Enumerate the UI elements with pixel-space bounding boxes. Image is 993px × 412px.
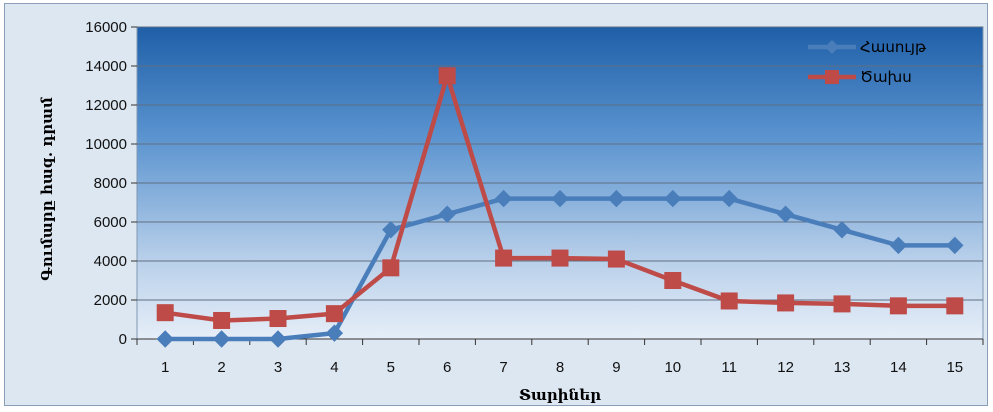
data-point-square (213, 311, 231, 329)
x-tick-label: 3 (274, 359, 282, 376)
legend-item: Ծախս (808, 68, 912, 86)
data-point-diamond (212, 330, 231, 348)
y-tick-label: 8000 (94, 175, 127, 192)
x-tick-label: 9 (612, 359, 620, 376)
data-point-square (889, 297, 907, 315)
x-tick-label: 5 (387, 359, 395, 376)
x-tick-label: 4 (330, 359, 338, 376)
data-point-square (551, 249, 569, 267)
data-point-square (269, 310, 287, 328)
series-2 (156, 67, 964, 329)
y-tick-label: 10000 (85, 136, 127, 153)
x-tick-label: 8 (556, 359, 564, 376)
data-point-diamond (438, 205, 456, 223)
x-tick-label: 1 (161, 359, 169, 376)
data-point-square (777, 294, 795, 312)
y-tick-label: 14000 (85, 58, 127, 75)
data-point-square (664, 272, 682, 289)
x-tick-label: 14 (890, 359, 907, 376)
y-axis-title: Գումարը հազ. դրամ (38, 97, 56, 281)
x-axis-title: Տարիներ (519, 386, 601, 404)
data-point-square (495, 249, 513, 267)
series-1 (156, 189, 964, 348)
legend-marker-square (825, 70, 839, 84)
y-tick-label: 16000 (85, 19, 127, 36)
legend: Հասույթ Ծախս (808, 38, 927, 86)
legend-item: Հասույթ (808, 38, 927, 56)
x-tick-label: 15 (946, 359, 963, 376)
data-point-square (833, 295, 851, 313)
data-point-diamond (607, 189, 626, 208)
legend-label: Ծախս (860, 68, 912, 86)
data-point-diamond (776, 205, 795, 223)
data-point-square (946, 297, 964, 315)
x-tick-label: 13 (834, 359, 851, 376)
data-point-diamond (720, 189, 738, 208)
data-point-diamond (551, 189, 569, 208)
x-tick-label: 10 (664, 359, 681, 376)
x-tick-label: 7 (499, 359, 507, 376)
series-layer (156, 67, 964, 348)
data-point-diamond (156, 330, 174, 348)
y-tick-label: 0 (119, 331, 127, 348)
data-point-diamond (269, 330, 287, 348)
data-point-diamond (382, 221, 400, 239)
x-tick-label: 6 (443, 359, 451, 376)
x-tick-label: 12 (777, 359, 794, 376)
legend-label: Հասույթ (860, 38, 927, 56)
data-point-square (607, 250, 625, 268)
y-tick-label: 6000 (94, 214, 127, 231)
data-point-diamond (325, 324, 344, 342)
data-point-square (325, 305, 343, 323)
data-point-square (438, 67, 456, 85)
data-point-diamond (833, 221, 851, 239)
data-point-square (720, 292, 738, 310)
data-point-diamond (664, 189, 682, 208)
data-point-diamond (946, 236, 964, 255)
x-tick-label: 11 (721, 359, 737, 376)
y-tick-label: 12000 (85, 97, 127, 114)
legend-marker-diamond (825, 40, 839, 54)
data-point-diamond (889, 236, 908, 255)
data-point-square (156, 304, 174, 322)
y-tick-label: 2000 (94, 292, 127, 309)
data-point-diamond (494, 189, 513, 208)
data-point-square (382, 259, 400, 277)
x-tick-label: 2 (217, 359, 225, 376)
y-tick-label: 4000 (94, 253, 127, 270)
